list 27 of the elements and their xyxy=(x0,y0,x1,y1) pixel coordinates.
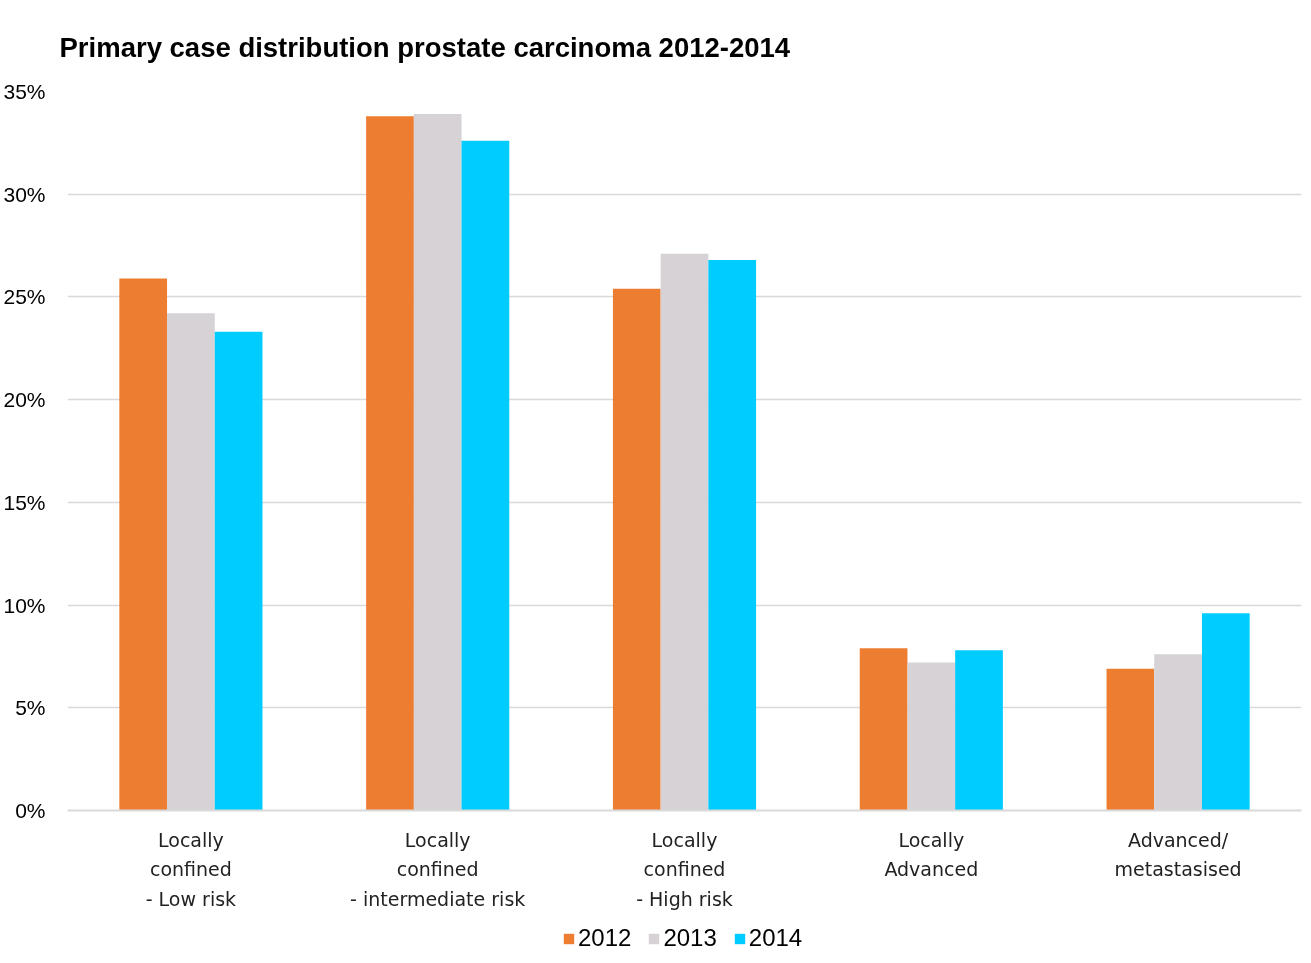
bar xyxy=(366,116,414,811)
y-tick-label: 25% xyxy=(3,285,46,309)
x-tick-label: Advanced/ metastasised xyxy=(1114,828,1242,881)
x-tick-label: Locally confined - intermediate risk xyxy=(350,828,526,910)
y-tick-label: 0% xyxy=(15,799,46,822)
bar xyxy=(612,288,661,811)
bar xyxy=(461,140,510,811)
y-tick-label: 5% xyxy=(15,696,46,720)
bar xyxy=(859,648,908,811)
bar xyxy=(955,650,1003,811)
bar xyxy=(708,259,757,811)
bar xyxy=(214,331,263,811)
chart-title: Primary case distribution prostate carcinoma 2012-2014 xyxy=(59,31,791,63)
bar xyxy=(119,278,168,811)
bar xyxy=(1201,613,1250,811)
x-tick-label: Locally Advanced xyxy=(884,828,979,881)
y-tick-label: 35% xyxy=(3,80,46,103)
y-tick-label: 20% xyxy=(3,388,46,412)
legend-label: 2014 xyxy=(748,924,803,952)
x-tick-label: Locally confined - Low risk xyxy=(145,828,237,910)
legend-label: 2013 xyxy=(663,924,717,952)
bar xyxy=(1106,668,1155,811)
y-tick-label: 10% xyxy=(3,593,46,617)
y-tick-label: 15% xyxy=(3,490,46,514)
x-tick-label: Locally confined - High risk xyxy=(636,828,733,910)
legend-label: 2012 xyxy=(578,924,632,952)
y-tick-label: 30% xyxy=(3,182,46,206)
